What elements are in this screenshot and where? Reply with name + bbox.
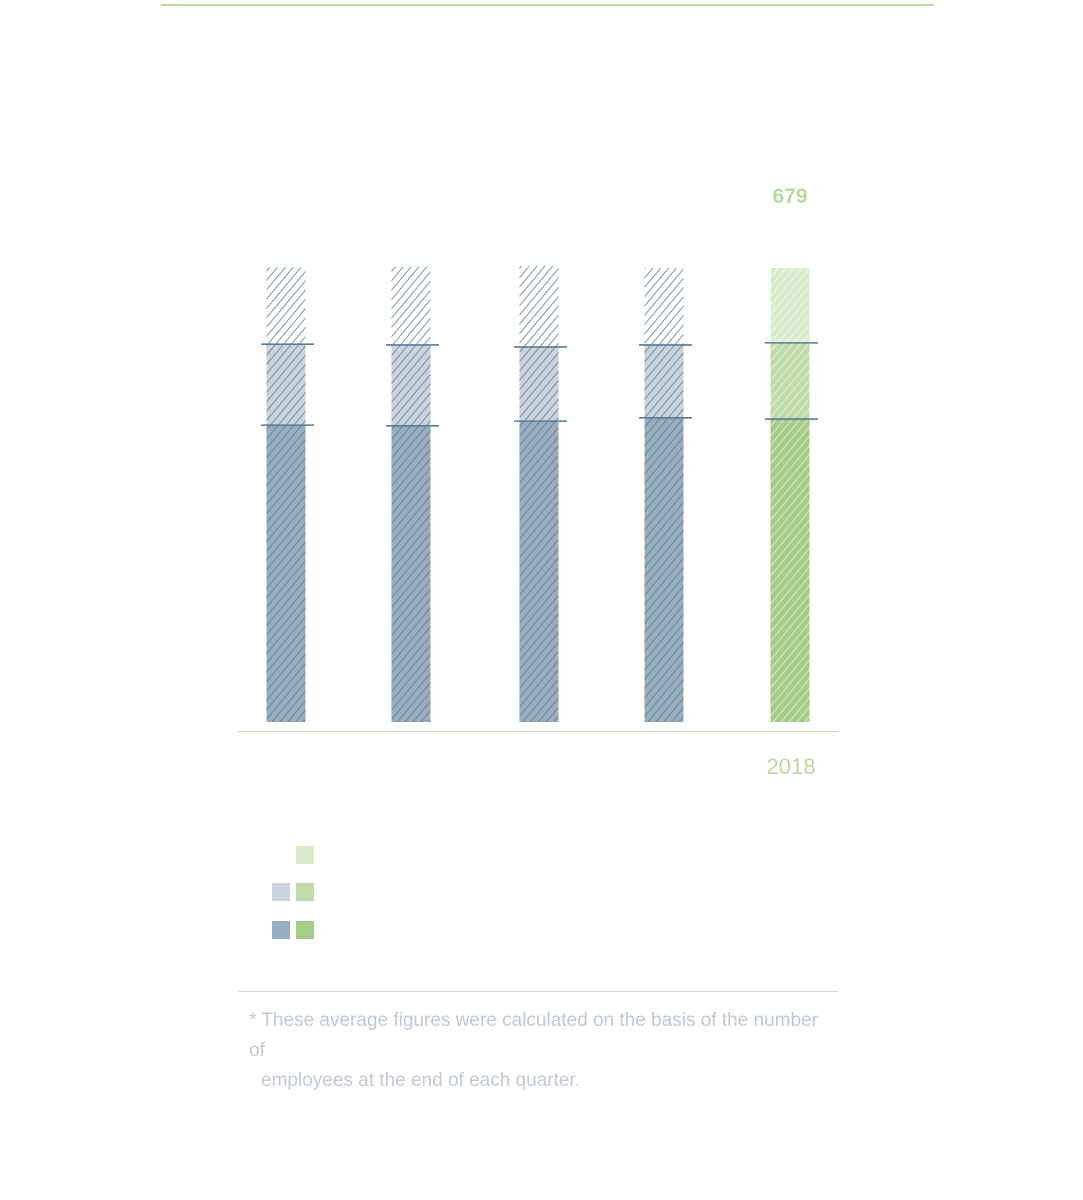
legend-swatch-current-top — [296, 846, 314, 864]
bar-hatch-middle — [770, 342, 810, 420]
bar-hatch-middle — [519, 346, 559, 422]
legend-swatch-past-middle — [272, 883, 290, 901]
bar-hatch-bottom — [266, 425, 306, 722]
legend-swatch-past-bottom — [272, 921, 290, 939]
footnote-separator — [238, 991, 838, 992]
bar-hatch-top — [770, 268, 810, 343]
bar-hatch-top — [266, 267, 306, 345]
bar-hatch-middle — [644, 344, 684, 418]
bar-hatch-middle — [391, 344, 431, 426]
footnote-line-2: employees at the end of each quarter. — [261, 1070, 580, 1091]
legend-swatch-current-middle — [296, 883, 314, 901]
bar-hatch-bottom — [519, 421, 559, 722]
bar-hatch-bottom — [770, 419, 810, 722]
legend-swatch-current-bottom — [296, 921, 314, 939]
x-tick-label: 2018 — [767, 754, 816, 779]
bar-hatch-middle — [266, 344, 306, 426]
stacked-bar-chart: 2018 679 — [238, 185, 838, 779]
bar-hatch-bottom — [391, 425, 431, 722]
bar-hatch-top — [644, 268, 684, 345]
footnote-line-1: * These average figures were calculated … — [249, 1010, 818, 1061]
bar-hatch-top — [391, 266, 431, 345]
bar-hatch-bottom — [644, 417, 684, 722]
top-rule — [161, 4, 934, 6]
total-value-label: 679 — [772, 185, 807, 208]
footnote: * These average figures were calculated … — [249, 1006, 839, 1096]
bar-hatch-top — [519, 265, 559, 347]
